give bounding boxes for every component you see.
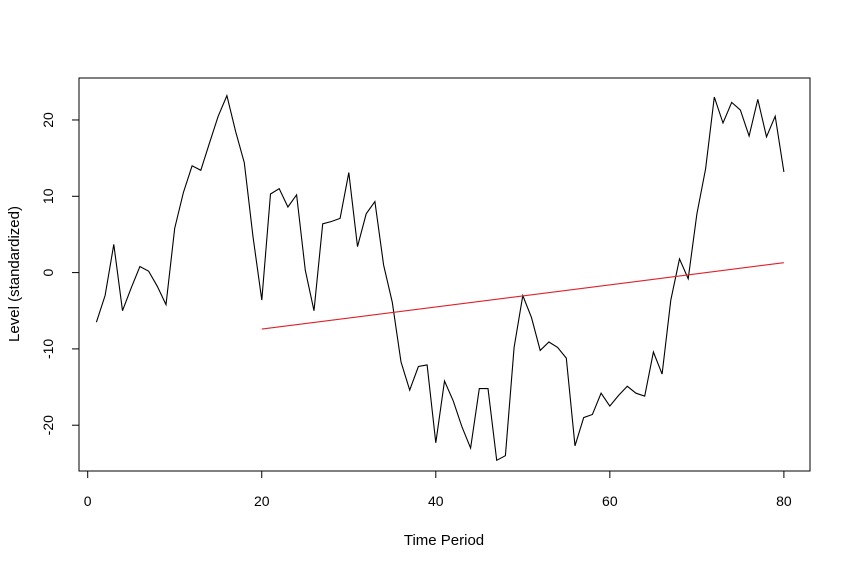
series-line-level	[95, 93, 785, 462]
y-tick-label: 20	[40, 112, 56, 128]
series-line-trend	[261, 262, 784, 330]
y-tick-label: 0	[40, 268, 56, 276]
y-tick-label: 10	[40, 188, 56, 204]
x-tick-label: 60	[602, 493, 618, 509]
x-axis-label: Time Period	[404, 532, 484, 549]
x-tick-label: 0	[84, 493, 92, 509]
plot-frame	[78, 77, 811, 472]
y-tick-label: -10	[40, 339, 56, 359]
x-tick-label: 40	[428, 493, 444, 509]
series-layer	[95, 93, 785, 462]
x-tick-label: 20	[254, 493, 270, 509]
y-tick-label: -20	[40, 415, 56, 435]
x-tick-label: 80	[776, 493, 792, 509]
y-axis-label: Level (standardized)	[6, 206, 23, 342]
y-axis: -20 -10 0 10 20	[40, 112, 79, 435]
x-axis: 0 20 40 60 80	[84, 471, 792, 509]
